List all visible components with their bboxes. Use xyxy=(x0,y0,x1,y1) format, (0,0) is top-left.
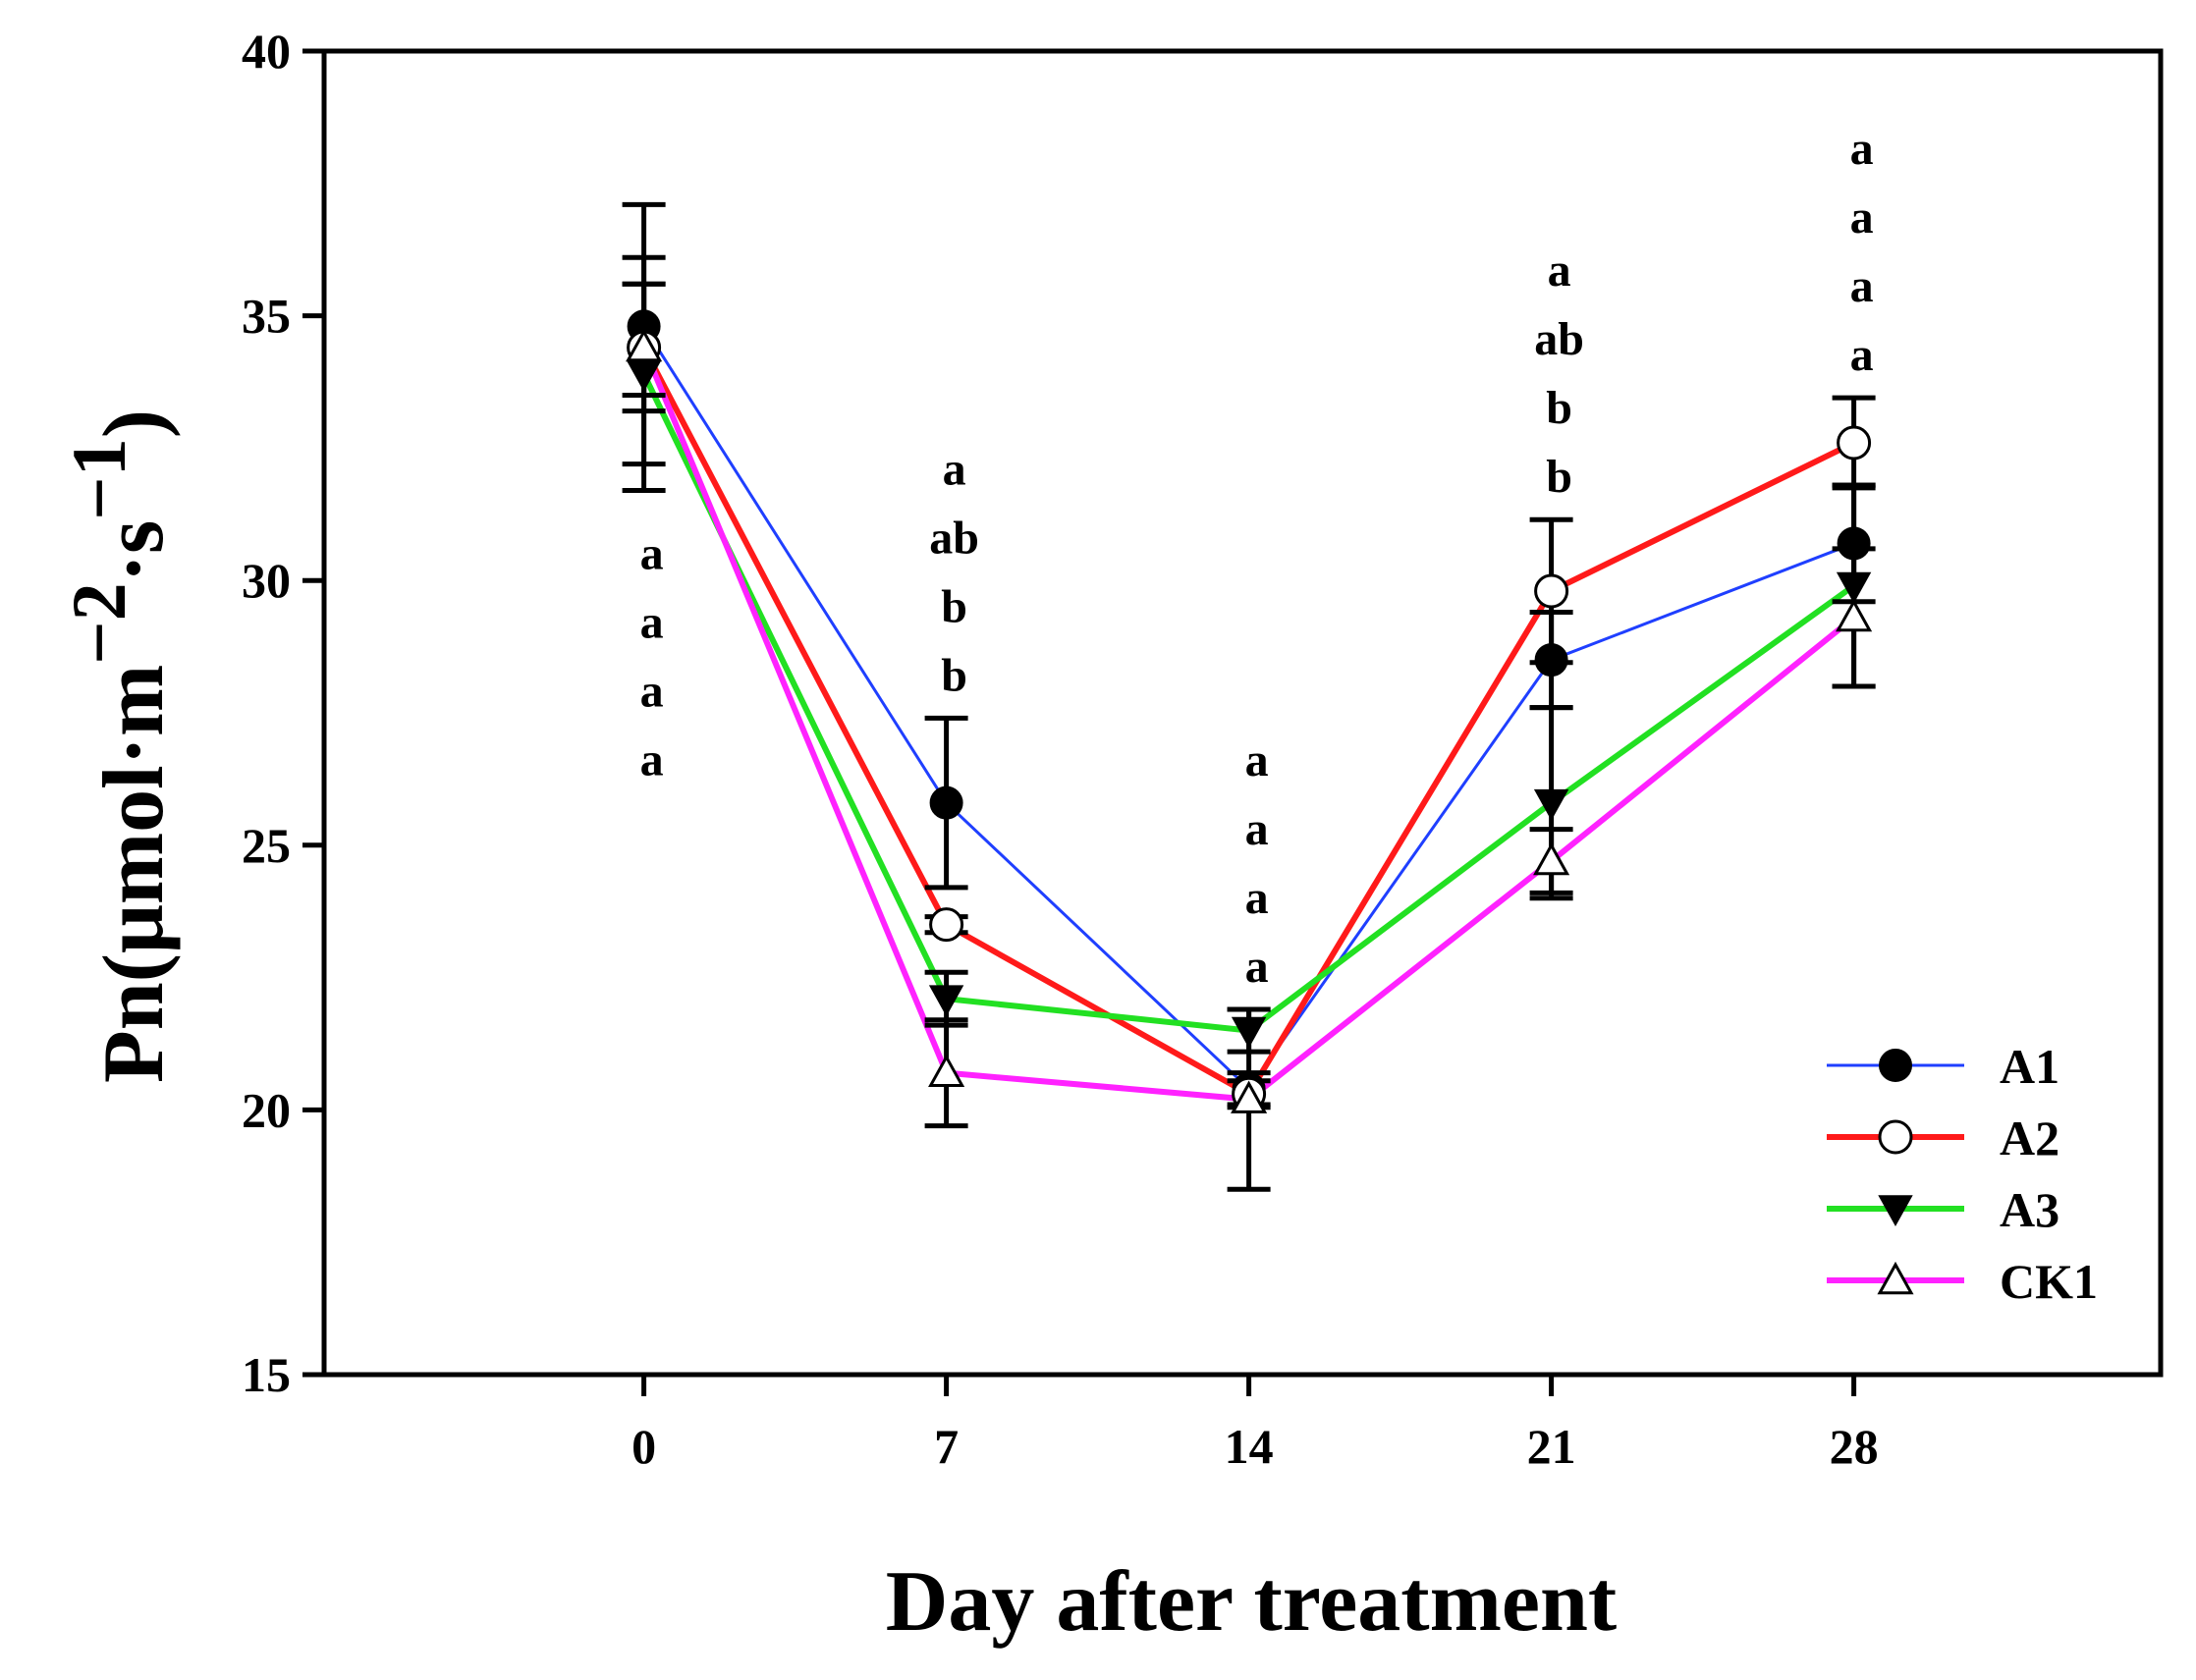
significance-letter: a xyxy=(1850,260,1874,312)
y-axis-title-exp2: −1 xyxy=(56,438,141,519)
significance-letter: a xyxy=(1548,244,1571,297)
x-tick-label: 21 xyxy=(1527,1419,1576,1474)
y-axis-title: Pn(μmol·m−2·s−1) xyxy=(56,409,182,1083)
series-group xyxy=(622,201,1876,1192)
y-tick-label: 40 xyxy=(242,24,291,79)
series-line-a3 xyxy=(640,372,1856,1034)
significance-letter: a xyxy=(1245,941,1269,993)
legend-label: A3 xyxy=(2000,1182,2059,1237)
axes: 15 20 25 30 35 40 0 7 14 21 28 xyxy=(242,24,2164,1474)
significance-letter: ab xyxy=(1534,313,1584,365)
significance-letter: a xyxy=(1850,191,1874,244)
x-axis-title: Day after treatment xyxy=(886,1554,1617,1650)
legend-marker xyxy=(1879,1049,1912,1082)
data-point xyxy=(1533,841,1570,876)
data-point xyxy=(1837,526,1871,561)
y-tick-label: 25 xyxy=(242,818,291,873)
y-tick-label: 15 xyxy=(242,1347,291,1402)
data-point xyxy=(1534,573,1569,609)
y-tick-label: 30 xyxy=(242,553,291,608)
legend-label: A1 xyxy=(2000,1039,2059,1094)
y-axis-title-middle: ·s xyxy=(86,520,182,583)
x-tick-label: 0 xyxy=(631,1419,656,1474)
markers-a3 xyxy=(626,360,1872,1049)
significance-letter: a xyxy=(640,597,664,649)
significance-letter: b xyxy=(941,580,967,632)
legend-label: A2 xyxy=(2000,1111,2059,1165)
legend-marker xyxy=(1878,1195,1913,1227)
data-point xyxy=(1231,1080,1268,1113)
legend-entry-a2: A2 xyxy=(1827,1111,2059,1165)
legend-entry-a1: A1 xyxy=(1827,1039,2059,1094)
y-axis-title-prefix: Pn(μmol·m xyxy=(86,665,182,1083)
x-tick-label: 7 xyxy=(934,1419,959,1474)
significance-letter: a xyxy=(943,443,966,495)
data-point xyxy=(1836,571,1872,604)
x-tick-label: 14 xyxy=(1225,1419,1274,1474)
legend: A1 A2 A3 CK1 xyxy=(1827,1039,2098,1309)
series-a3 xyxy=(640,372,1856,1034)
y-tick-label: 35 xyxy=(242,289,291,344)
legend-entry-a3: A3 xyxy=(1827,1182,2059,1237)
data-point xyxy=(1231,1016,1267,1049)
legend-label: CK1 xyxy=(2000,1254,2098,1309)
plot-frame xyxy=(321,48,2164,1378)
y-tick-label: 20 xyxy=(242,1082,291,1137)
legend-marker xyxy=(1877,1261,1914,1295)
significance-letter: a xyxy=(640,734,664,786)
data-point xyxy=(929,786,963,820)
data-point xyxy=(1836,598,1873,632)
significance-letter: a xyxy=(1850,123,1874,175)
significance-letter: b xyxy=(1546,382,1572,434)
data-point xyxy=(1534,643,1568,677)
data-point xyxy=(929,907,964,943)
y-axis-title-suffix: ) xyxy=(86,409,182,438)
x-tick-label: 28 xyxy=(1830,1419,1879,1474)
significance-letter: a xyxy=(640,666,664,718)
significance-letter: a xyxy=(1245,872,1269,924)
significance-letter: b xyxy=(941,649,967,701)
significance-letter: b xyxy=(1546,451,1572,503)
significance-letter: a xyxy=(640,528,664,580)
data-point xyxy=(928,985,964,1017)
data-point xyxy=(1533,788,1569,821)
significance-letter: ab xyxy=(929,512,979,564)
legend-marker xyxy=(1878,1119,1913,1155)
markers-ck1 xyxy=(626,328,1873,1113)
data-point xyxy=(1837,425,1872,461)
svg-text:Pn(μmol·m−2·s−1): Pn(μmol·m−2·s−1) xyxy=(56,409,182,1083)
legend-entry-ck1: CK1 xyxy=(1827,1254,2098,1309)
data-point xyxy=(928,1054,965,1087)
significance-letter: a xyxy=(1245,734,1269,786)
significance-letter: a xyxy=(1850,329,1874,381)
significance-letter: a xyxy=(1245,803,1269,855)
y-axis-title-exp1: −2 xyxy=(56,582,141,664)
data-point xyxy=(626,328,663,362)
